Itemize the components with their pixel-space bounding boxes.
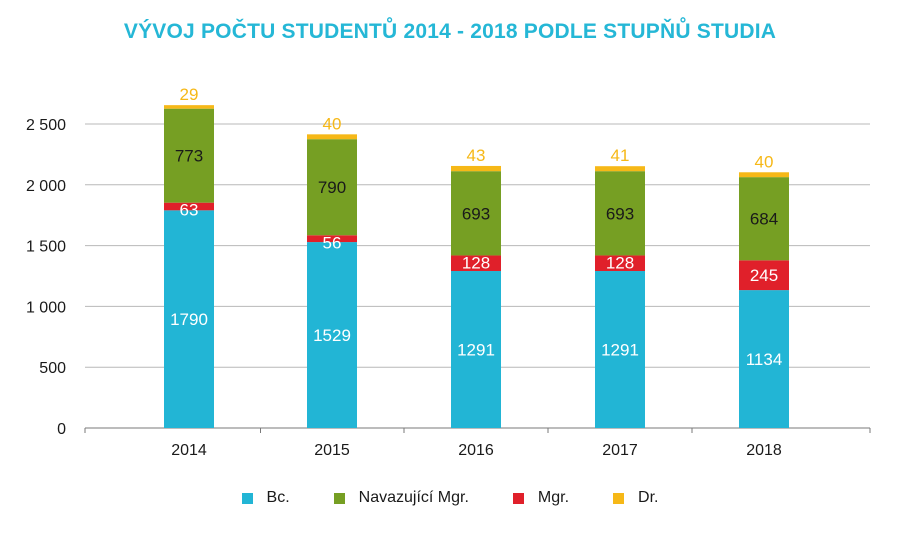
data-label: 40 [755,152,774,171]
data-label: 684 [750,210,778,229]
bar-mgr [451,255,501,272]
bar-bc [307,242,357,428]
bar-navazuj-c-mgr [739,177,789,261]
x-tick-label: 2015 [314,442,350,459]
data-label: 43 [467,146,486,165]
data-label: 1529 [313,326,351,345]
legend-swatch [241,492,253,504]
bar-dr [307,134,357,140]
bar-navazuj-c-mgr [451,171,501,256]
data-label: 790 [318,178,346,197]
legend-swatch [512,492,524,504]
data-label: 773 [175,147,203,166]
data-label: 29 [180,85,199,104]
bar-dr [739,172,789,178]
bar-navazuj-c-mgr [164,108,214,203]
y-tick-label: 1 500 [26,239,66,256]
legend-item: Navazující Mgr. [333,489,469,507]
y-tick-label: 1 000 [26,299,66,316]
legend-swatch [333,492,345,504]
bar-dr [595,166,645,172]
data-label: 1291 [457,341,495,360]
chart-title: VÝVOJ POČTU STUDENTŮ 2014 - 2018 PODLE S… [123,20,777,43]
bar-dr [451,165,501,172]
legend-item: Dr. [613,489,658,507]
y-tick-label: 0 [57,421,66,438]
legend-swatch [613,492,625,504]
x-tick-label: 2018 [746,442,782,459]
legend-label: Bc. [266,489,290,506]
legend-item: Bc. [241,489,290,507]
data-label: 41 [611,146,630,165]
bar-navazuj-c-mgr [307,139,357,236]
y-tick-label: 500 [39,360,66,377]
data-label: 1134 [746,350,783,369]
bar-mgr [307,235,357,243]
y-tick-label: 2 000 [26,178,66,195]
data-label: 63 [180,201,199,220]
plot-area: 0 500 1 000 1 500 2 000 2 500 2014 2015 2016 2017… [26,85,871,459]
data-label: 128 [462,253,490,272]
data-label: 1291 [601,341,639,360]
data-label: 56 [323,233,342,252]
bar-mgr [739,260,789,291]
data-label: 40 [323,114,342,133]
bar-dr [164,105,214,109]
legend-label: Dr. [638,489,659,506]
data-label: 245 [750,266,778,285]
bar-bc [739,290,789,428]
bar-mgr [595,255,645,272]
bar-bc [164,210,214,428]
bar-mgr [164,202,214,211]
legend-label: Mgr. [537,489,570,506]
bar-navazuj-c-mgr [595,171,645,256]
data-label: 128 [606,253,634,272]
data-label: 693 [462,204,490,223]
y-tick-label: 2 500 [26,117,66,134]
bar-bc [451,271,501,428]
legend-label: Navazující Mgr. [358,489,469,506]
data-label: 693 [606,204,634,223]
bar-bc [595,271,645,428]
x-tick-label: 2016 [458,442,494,459]
legend: Bc. Navazující Mgr. Mgr. Dr. [0,489,900,507]
x-tick-label: 2014 [171,442,207,459]
x-tick-label: 2017 [602,442,638,459]
data-label: 1790 [170,310,208,329]
legend-item: Mgr. [512,489,570,507]
